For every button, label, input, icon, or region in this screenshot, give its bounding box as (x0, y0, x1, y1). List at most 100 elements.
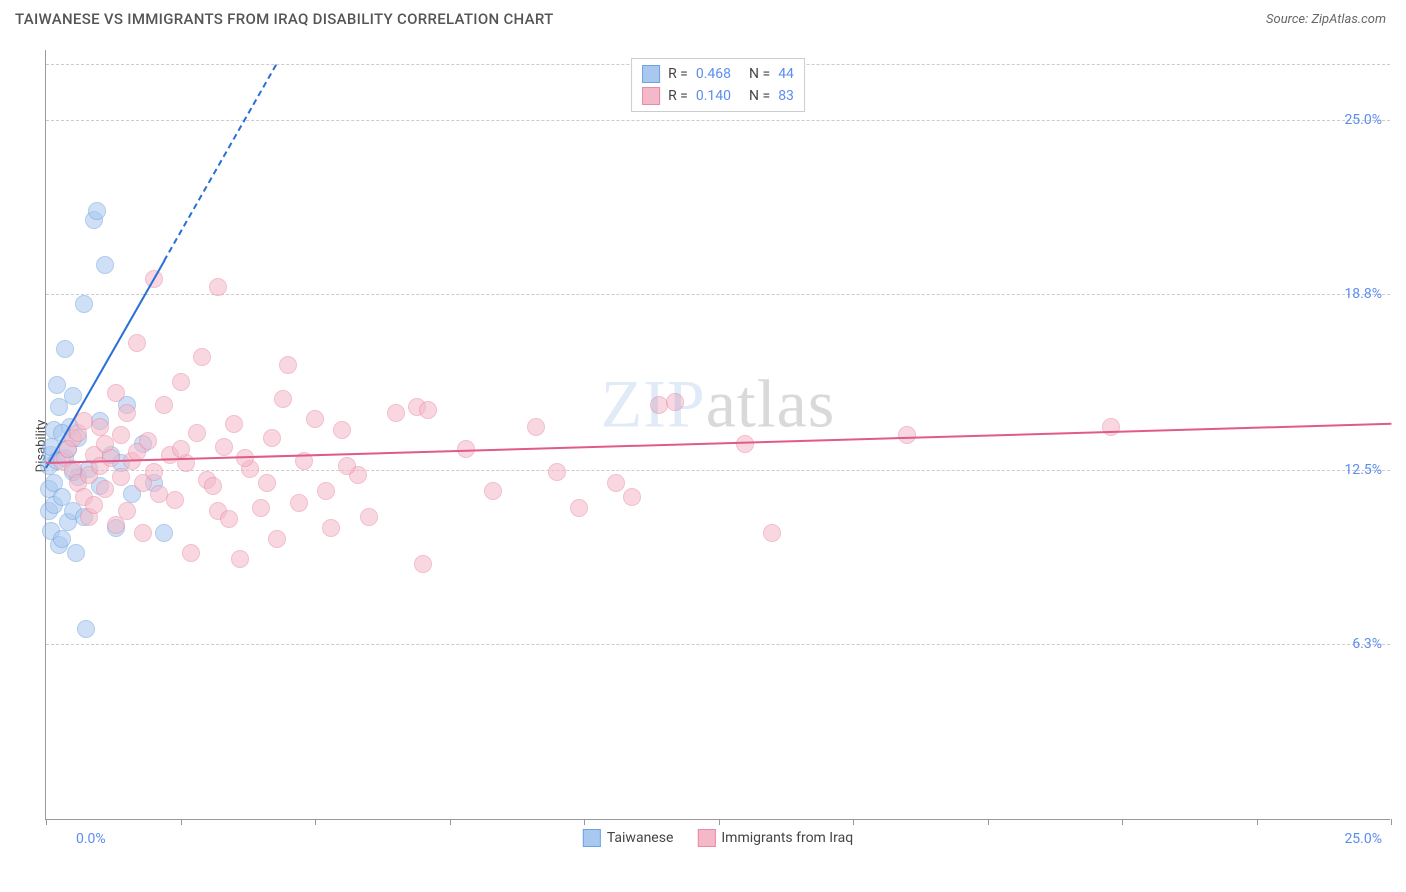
data-point (209, 278, 227, 296)
x-tick (584, 819, 585, 825)
data-point (898, 426, 916, 444)
watermark: ZIPatlas (601, 364, 836, 443)
y-tick-label: 12.5% (1344, 462, 1382, 478)
data-point (48, 376, 66, 394)
x-axis-max-label: 25.0% (1344, 831, 1382, 847)
data-point (570, 499, 588, 517)
legend-r-value-1: 0.140 (696, 88, 731, 104)
x-tick (46, 819, 47, 825)
data-point (155, 396, 173, 414)
x-tick (719, 819, 720, 825)
data-point (88, 202, 106, 220)
data-point (387, 404, 405, 422)
data-point (112, 426, 130, 444)
legend-r-label: R = (668, 66, 688, 82)
legend-n-label: N = (749, 66, 770, 82)
legend-row-iraq: R = 0.140 N = 83 (642, 85, 794, 107)
data-point (322, 519, 340, 537)
data-point (607, 474, 625, 492)
scatter-chart: ZIPatlas R = 0.468 N = 44 R = 0.140 N = … (45, 50, 1390, 820)
data-point (290, 494, 308, 512)
data-point (91, 418, 109, 436)
data-point (736, 435, 754, 453)
data-point (623, 488, 641, 506)
data-point (317, 482, 335, 500)
legend-n-value-1: 83 (778, 88, 794, 104)
data-point (75, 295, 93, 313)
data-point (220, 510, 238, 528)
legend-swatch-icon (583, 829, 601, 847)
grid-line (46, 120, 1390, 121)
legend-item-taiwanese: Taiwanese (583, 829, 674, 847)
y-tick-label: 18.8% (1344, 286, 1382, 302)
legend-item-iraq: Immigrants from Iraq (697, 829, 853, 847)
legend-swatch-iraq (642, 87, 660, 105)
source-attribution: Source: ZipAtlas.com (1266, 12, 1386, 27)
data-point (77, 620, 95, 638)
data-point (666, 393, 684, 411)
data-point (96, 480, 114, 498)
chart-header: TAIWANESE VS IMMIGRANTS FROM IRAQ DISABI… (0, 0, 1406, 36)
data-point (306, 410, 324, 428)
data-point (225, 415, 243, 433)
data-point (484, 482, 502, 500)
data-point (360, 508, 378, 526)
x-tick (853, 819, 854, 825)
legend-series: Taiwanese Immigrants from Iraq (583, 829, 853, 847)
data-point (258, 474, 276, 492)
data-point (166, 491, 184, 509)
data-point (274, 390, 292, 408)
data-point (112, 468, 130, 486)
source-name: ZipAtlas.com (1311, 12, 1386, 27)
data-point (333, 421, 351, 439)
x-tick (315, 819, 316, 825)
grid-line (46, 644, 1390, 645)
data-point (172, 373, 190, 391)
source-prefix: Source: (1266, 12, 1311, 27)
legend-n-value-0: 44 (778, 66, 794, 82)
data-point (650, 396, 668, 414)
chart-title: TAIWANESE VS IMMIGRANTS FROM IRAQ DISABI… (15, 10, 554, 28)
x-tick (1122, 819, 1123, 825)
x-tick (1391, 819, 1392, 825)
data-point (56, 340, 74, 358)
data-point (548, 463, 566, 481)
legend-swatch-icon (697, 829, 715, 847)
data-point (252, 499, 270, 517)
data-point (118, 404, 136, 422)
data-point (145, 463, 163, 481)
trend-line (46, 422, 1391, 463)
data-point (204, 477, 222, 495)
legend-stats: R = 0.468 N = 44 R = 0.140 N = 83 (631, 58, 805, 112)
data-point (193, 348, 211, 366)
data-point (338, 457, 356, 475)
data-point (64, 387, 82, 405)
legend-row-taiwanese: R = 0.468 N = 44 (642, 63, 794, 85)
data-point (763, 524, 781, 542)
data-point (128, 334, 146, 352)
data-point (527, 418, 545, 436)
data-point (263, 429, 281, 447)
data-point (118, 502, 136, 520)
data-point (279, 356, 297, 374)
x-tick (450, 819, 451, 825)
watermark-suffix: atlas (706, 365, 836, 441)
data-point (102, 449, 120, 467)
data-point (419, 401, 437, 419)
x-tick (1257, 819, 1258, 825)
x-axis-min-label: 0.0% (76, 831, 106, 847)
data-point (155, 524, 173, 542)
grid-line (46, 294, 1390, 295)
data-point (414, 555, 432, 573)
data-point (53, 530, 71, 548)
y-tick-label: 6.3% (1352, 636, 1382, 652)
legend-n-label: N = (749, 88, 770, 104)
data-point (268, 530, 286, 548)
legend-label: Immigrants from Iraq (721, 830, 853, 846)
data-point (96, 256, 114, 274)
data-point (172, 440, 190, 458)
data-point (231, 550, 249, 568)
data-point (85, 496, 103, 514)
x-tick (988, 819, 989, 825)
data-point (67, 544, 85, 562)
